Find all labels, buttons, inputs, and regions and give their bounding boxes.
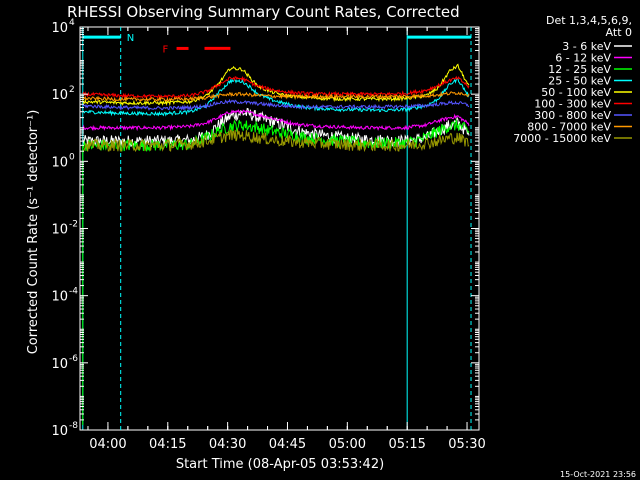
series-line-4 <box>82 63 470 107</box>
night-label: N <box>127 33 134 44</box>
y-tick-exponent: -2 <box>69 220 78 230</box>
y-tick-exponent: -6 <box>69 354 78 364</box>
legend-title-line: Det 1,3,4,5,6,9, <box>546 14 632 27</box>
series-line-7 <box>82 91 470 103</box>
y-tick-label: 10 <box>51 357 68 372</box>
y-tick-exponent: 2 <box>69 85 75 95</box>
x-tick-label: 04:15 <box>149 437 186 452</box>
legend-entry-label: 100 - 300 keV <box>534 98 611 111</box>
legend-entry-label: 25 - 50 keV <box>548 75 611 88</box>
x-tick-label: 05:30 <box>448 437 485 452</box>
legend-entry-label: 3 - 6 keV <box>562 40 611 53</box>
series-line-6 <box>82 98 470 112</box>
y-tick-exponent: -8 <box>69 421 78 431</box>
series-line-5 <box>82 75 470 100</box>
y-tick-exponent: 0 <box>69 152 75 162</box>
flare-label: F <box>163 44 169 55</box>
y-tick-label: 10 <box>51 424 68 439</box>
legend-entry-label: 7000 - 15000 keV <box>513 132 611 145</box>
y-tick-exponent: -4 <box>69 287 78 297</box>
x-tick-label: 04:30 <box>209 437 246 452</box>
series-line-1 <box>82 109 470 132</box>
y-tick-label: 10 <box>51 88 68 103</box>
y-tick-exponent: 4 <box>69 18 75 28</box>
x-tick-label: 04:45 <box>269 437 306 452</box>
legend-entry-label: 50 - 100 keV <box>541 86 611 99</box>
x-tick-label: 05:15 <box>388 437 425 452</box>
footer-timestamp: 15-Oct-2021 23:56 <box>560 470 636 479</box>
series-line-2 <box>82 119 470 152</box>
x-tick-label: 05:00 <box>329 437 366 452</box>
legend-title-line: Att 0 <box>606 26 632 39</box>
y-tick-label: 10 <box>51 290 68 305</box>
legend-entry-label: 300 - 800 keV <box>534 109 611 122</box>
y-axis-label: Corrected Count Rate (s⁻¹ detector⁻¹) <box>26 110 41 355</box>
x-tick-label: 04:00 <box>89 437 126 452</box>
y-tick-label: 10 <box>51 223 68 238</box>
legend-entry-label: 6 - 12 keV <box>555 52 611 65</box>
legend-entry-label: 800 - 7000 keV <box>527 121 611 134</box>
chart-title: RHESSI Observing Summary Count Rates, Co… <box>67 3 460 21</box>
series-line-8 <box>82 129 470 153</box>
legend-entry-label: 12 - 25 keV <box>548 63 611 76</box>
y-tick-label: 10 <box>51 21 68 36</box>
x-axis-label: Start Time (08-Apr-05 03:53:42) <box>176 457 384 472</box>
series-line-3 <box>82 77 470 117</box>
y-tick-label: 10 <box>51 155 68 170</box>
